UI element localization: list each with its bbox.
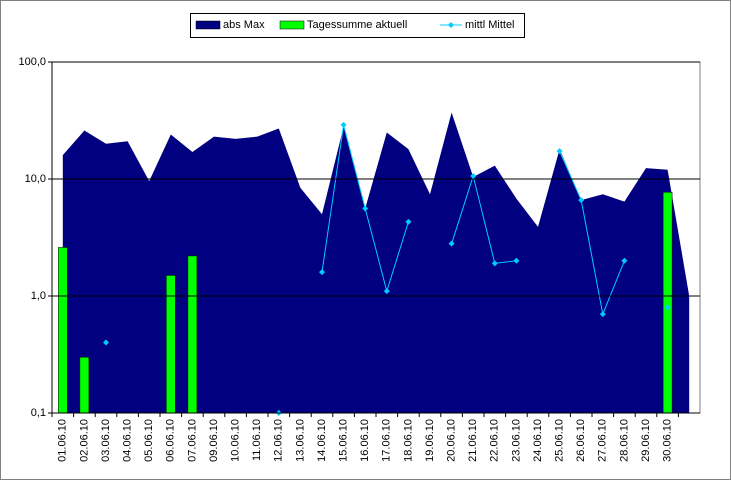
- legend: [190, 13, 525, 38]
- marker: [470, 173, 477, 180]
- legend-label: mittl Mittel: [465, 19, 515, 31]
- y-tick-label: 1,0: [31, 290, 46, 302]
- bar: [187, 255, 198, 414]
- x-tick-label: 20.06.10: [446, 419, 458, 462]
- x-tick-label: 09.06.10: [208, 419, 220, 462]
- x-tick-label: 10.06.10: [230, 419, 242, 462]
- x-tick-label: 27.06.10: [597, 419, 609, 462]
- x-tick-label: 21.06.10: [467, 419, 479, 462]
- x-tick-label: 12.06.10: [273, 419, 285, 462]
- x-tick-label: 13.06.10: [294, 419, 306, 462]
- marker: [340, 121, 347, 128]
- marker: [103, 339, 109, 346]
- marker: [448, 240, 455, 247]
- x-tick-label: 03.06.10: [100, 419, 112, 462]
- x-tick-label: 22.06.10: [489, 419, 501, 462]
- legend-swatch: [195, 20, 221, 30]
- x-tick-label: 23.06.10: [510, 419, 522, 462]
- marker: [362, 205, 369, 212]
- marker: [664, 304, 671, 311]
- marker: [556, 148, 563, 155]
- bar: [79, 356, 90, 414]
- marker: [405, 218, 412, 225]
- x-tick-label: 01.06.10: [57, 419, 69, 462]
- x-tick-label: 04.06.10: [122, 419, 134, 462]
- x-tick-label: 05.06.10: [143, 419, 155, 462]
- marker: [513, 257, 520, 264]
- marker: [578, 197, 585, 204]
- legend-marker: [448, 22, 454, 28]
- legend-label: abs Max: [223, 19, 265, 31]
- x-tick-label: 15.06.10: [338, 419, 350, 462]
- x-tick-label: 11.06.10: [251, 419, 263, 461]
- x-tick-label: 24.06.10: [532, 419, 544, 462]
- y-axis: 0,1 1,0 10,0 100,0: [18, 56, 52, 419]
- bar: [662, 192, 673, 414]
- x-tick-label: 17.06.10: [381, 419, 393, 462]
- x-tick-label: 18.06.10: [402, 419, 414, 462]
- x-tick-label: 29.06.10: [640, 419, 652, 462]
- legend-swatch: [279, 20, 305, 30]
- marker: [383, 288, 390, 295]
- x-tick-label: 26.06.10: [575, 419, 587, 462]
- x-tick-label: 25.06.10: [554, 419, 566, 462]
- marker: [319, 269, 325, 276]
- x-tick-label: 07.06.10: [186, 419, 198, 462]
- y-tick-label: 100,0: [18, 56, 46, 68]
- x-tick-label: 19.06.10: [424, 419, 436, 462]
- marker: [621, 257, 628, 264]
- x-tick-label: 02.06.10: [78, 419, 90, 462]
- x-tick-label: 28.06.10: [618, 419, 630, 462]
- marker: [599, 311, 606, 318]
- x-tick-label: 16.06.10: [359, 419, 371, 462]
- y-tick-label: 0,1: [31, 407, 46, 419]
- x-tick-label: 14.06.10: [316, 419, 328, 462]
- marker: [491, 260, 498, 267]
- x-tick-label: 30.06.10: [662, 419, 674, 462]
- area: [62, 112, 690, 414]
- bar: [58, 247, 68, 414]
- y-tick-label: 10,0: [25, 173, 46, 185]
- legend-label: Tagessumme aktuell: [307, 19, 407, 31]
- x-tick-label: 06.06.10: [165, 419, 177, 462]
